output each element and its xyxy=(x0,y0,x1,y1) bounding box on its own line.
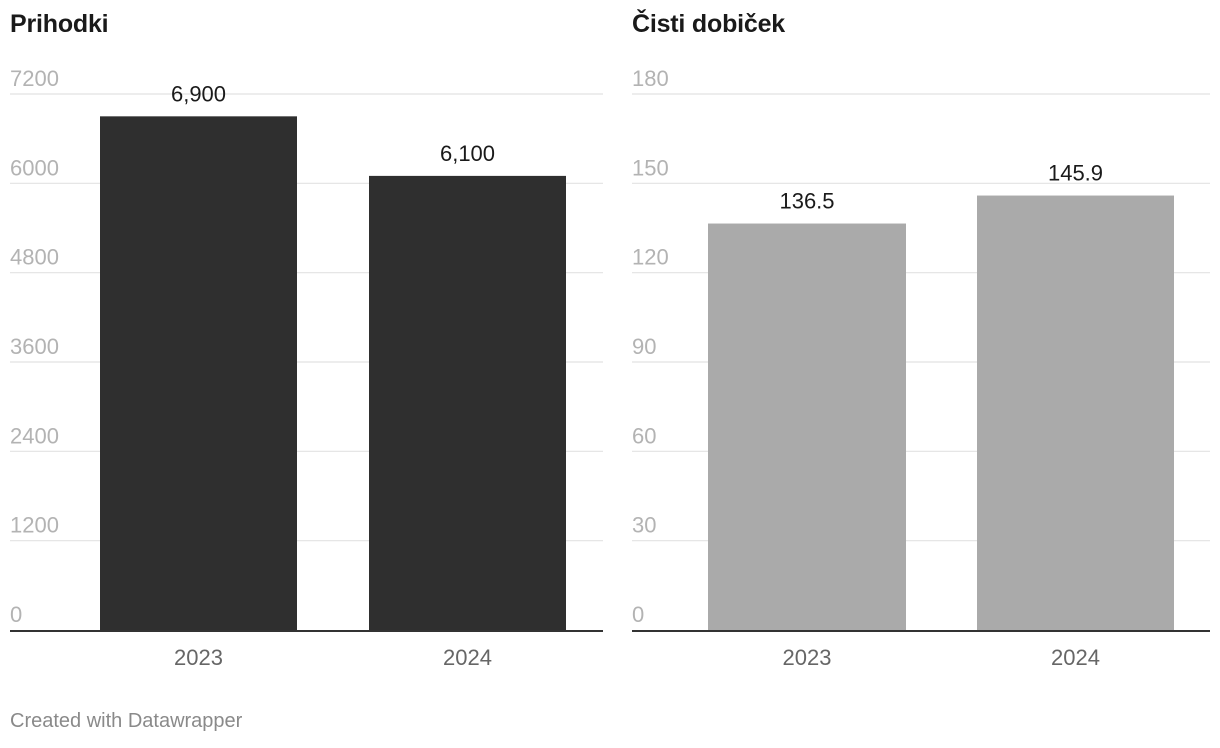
bar-value-label: 6,900 xyxy=(171,81,226,106)
bar xyxy=(100,116,297,631)
bar xyxy=(977,195,1174,630)
chart-title: Čisti dobiček xyxy=(632,10,785,38)
x-tick-label: 2023 xyxy=(783,645,832,670)
y-tick-label: 2400 xyxy=(10,423,59,448)
bar-value-label: 145.9 xyxy=(1048,161,1103,186)
chart-panel-revenue: Prihodki 0 1200 2400 3600 4800 6000 7200 6,900 2… xyxy=(10,0,603,700)
y-tick-label: 120 xyxy=(632,245,669,270)
y-tick-label: 7200 xyxy=(10,66,59,91)
y-tick-label: 0 xyxy=(632,602,644,627)
y-tick-label: 0 xyxy=(10,602,22,627)
y-tick-label: 90 xyxy=(632,334,656,359)
bar xyxy=(708,223,906,631)
x-tick-label: 2023 xyxy=(174,645,223,670)
y-tick-label: 4800 xyxy=(10,245,59,270)
net-profit-bar-chart: 0 30 60 90 120 150 180 136.5 2023 145.9 2024 xyxy=(632,66,1210,670)
bar xyxy=(369,175,566,630)
y-tick-label: 180 xyxy=(632,66,669,91)
x-tick-label: 2024 xyxy=(1051,645,1100,670)
y-tick-label: 3600 xyxy=(10,334,59,359)
bar-value-label: 6,100 xyxy=(440,141,495,166)
y-tick-label: 6000 xyxy=(10,155,59,180)
y-tick-label: 30 xyxy=(632,513,656,538)
footer-credit: Created with Datawrapper xyxy=(10,710,243,732)
bar-value-label: 136.5 xyxy=(779,189,834,214)
revenue-bar-chart: 0 1200 2400 3600 4800 6000 7200 6,900 2023 6,100 2… xyxy=(10,66,603,670)
x-tick-label: 2024 xyxy=(443,645,492,670)
chart-title: Prihodki xyxy=(10,10,109,38)
chart-panel-net-profit: Čisti dobiček 0 30 60 90 120 150 180 136.5 2023 1… xyxy=(632,0,1210,700)
y-tick-label: 60 xyxy=(632,423,656,448)
y-tick-label: 1200 xyxy=(10,513,59,538)
y-tick-label: 150 xyxy=(632,155,669,180)
